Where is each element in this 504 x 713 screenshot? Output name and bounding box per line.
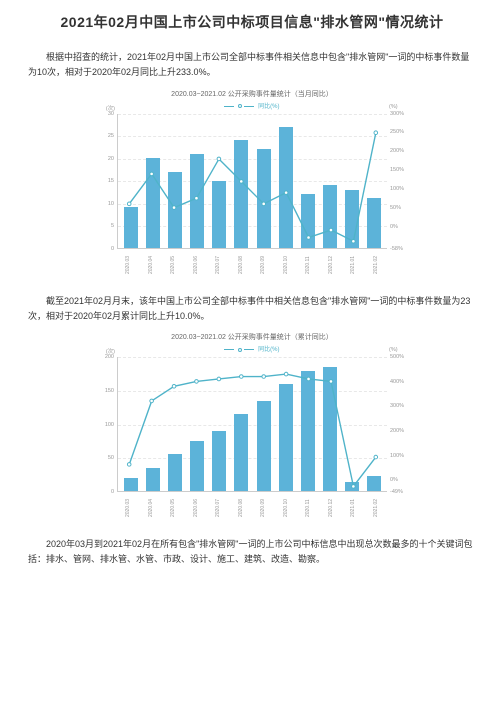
chart-1-legend-label: 同比(%) [258, 104, 279, 110]
x-tick: 2020.05 [170, 495, 176, 517]
bar [168, 454, 182, 491]
chart-2-x-axis: 2020.03 2020.04 2020.05 2020.06 2020.07 2020.… [117, 495, 387, 517]
y-right-tick: 300% [390, 403, 404, 409]
y-left-tick: 15 [108, 178, 114, 184]
chart-2-y-right: (%) -49%0%100%200%300%400%500% [387, 357, 407, 492]
y-right-tick: 100% [390, 186, 404, 192]
y-left-tick: 100 [105, 422, 114, 428]
chart-1-y-left: (次) 051015202530 [97, 114, 117, 249]
bar [345, 190, 359, 248]
bar [212, 181, 226, 248]
y-left-tick: 30 [108, 111, 114, 117]
chart-2-title: 2020.03~2021.02 公开采购事件量统计（累计同比） [97, 332, 407, 342]
x-tick: 2020.10 [283, 252, 289, 274]
x-tick: 2020.06 [193, 252, 199, 274]
intro-paragraph-1: 根据中招查的统计，2021年02月中国上市公司全部中标事件相关信息中包含"排水管… [28, 50, 476, 81]
bar [168, 172, 182, 248]
chart-1-right-unit: (%) [389, 104, 398, 110]
x-tick: 2020.05 [170, 252, 176, 274]
bar [234, 140, 248, 247]
y-right-tick: 100% [390, 453, 404, 459]
x-tick: 2020.03 [125, 495, 131, 517]
x-tick: 2021.01 [350, 252, 356, 274]
x-tick: 2020.07 [215, 495, 221, 517]
x-tick: 2020.12 [328, 252, 334, 274]
x-tick: 2021.02 [373, 495, 379, 517]
bar [367, 198, 381, 247]
x-tick: 2020.08 [238, 252, 244, 274]
bar [146, 468, 160, 491]
x-tick: 2020.12 [328, 495, 334, 517]
bar [190, 154, 204, 248]
y-left-tick: 0 [111, 246, 114, 252]
bar [257, 149, 271, 247]
x-tick: 2020.11 [305, 252, 311, 274]
x-tick: 2020.10 [283, 495, 289, 517]
y-left-tick: 25 [108, 133, 114, 139]
y-right-tick: 500% [390, 354, 404, 360]
chart-1-plot [117, 114, 387, 249]
bar [301, 194, 315, 248]
chart-1-legend: 同比(%) [97, 101, 407, 110]
intro-paragraph-3: 2020年03月到2021年02月在所有包含"排水管网"一词的上市公司中标信息中… [28, 537, 476, 568]
x-tick: 2020.09 [260, 495, 266, 517]
y-left-tick: 150 [105, 388, 114, 394]
bar [257, 401, 271, 491]
bar [212, 431, 226, 491]
bar [124, 478, 138, 491]
y-left-tick: 5 [111, 223, 114, 229]
y-right-tick: -58% [390, 246, 403, 252]
y-right-tick: 300% [390, 111, 404, 117]
x-tick: 2021.01 [350, 495, 356, 517]
chart-1: 2020.03~2021.02 公开采购事件量统计（当月同比） 同比(%) (次… [97, 89, 407, 274]
chart-2-y-left: (次) 050100150200 [97, 357, 117, 492]
y-right-tick: 200% [390, 428, 404, 434]
y-right-tick: 400% [390, 379, 404, 385]
y-right-tick: 0% [390, 477, 398, 483]
x-tick: 2020.06 [193, 495, 199, 517]
y-right-tick: 150% [390, 167, 404, 173]
x-tick: 2020.07 [215, 252, 221, 274]
bar [323, 367, 337, 491]
bar [301, 371, 315, 492]
x-tick: 2020.04 [148, 252, 154, 274]
chart-1-x-axis: 2020.03 2020.04 2020.05 2020.06 2020.07 2020.… [117, 252, 387, 274]
y-right-tick: 200% [390, 148, 404, 154]
x-tick: 2020.08 [238, 495, 244, 517]
x-tick: 2021.02 [373, 252, 379, 274]
y-right-tick: 0% [390, 224, 398, 230]
chart-2-legend-label: 同比(%) [258, 347, 279, 353]
bar [279, 127, 293, 248]
y-left-tick: 200 [105, 354, 114, 360]
bar [146, 158, 160, 247]
y-right-tick: -49% [390, 489, 403, 495]
bar [279, 384, 293, 491]
y-right-tick: 250% [390, 129, 404, 135]
y-left-tick: 50 [108, 455, 114, 461]
chart-2-legend: 同比(%) [97, 344, 407, 353]
bar [367, 476, 381, 491]
chart-1-y-right: (%) -58%0%50%100%150%200%250%300% [387, 114, 407, 249]
page-title: 2021年02月中国上市公司中标项目信息"排水管网"情况统计 [28, 12, 476, 32]
x-tick: 2020.09 [260, 252, 266, 274]
bar [323, 185, 337, 248]
x-tick: 2020.03 [125, 252, 131, 274]
chart-1-title: 2020.03~2021.02 公开采购事件量统计（当月同比） [97, 89, 407, 99]
x-tick: 2020.11 [305, 495, 311, 517]
x-tick: 2020.04 [148, 495, 154, 517]
y-right-tick: 50% [390, 205, 401, 211]
chart-2-right-unit: (%) [389, 347, 398, 353]
y-left-tick: 10 [108, 201, 114, 207]
bar [190, 441, 204, 491]
y-left-tick: 20 [108, 156, 114, 162]
chart-2: 2020.03~2021.02 公开采购事件量统计（累计同比） 同比(%) (次… [97, 332, 407, 517]
chart-2-plot [117, 357, 387, 492]
bar [345, 482, 359, 491]
bar [234, 414, 248, 491]
intro-paragraph-2: 截至2021年02月月末，该年中国上市公司全部中标事件中相关信息包含"排水管网"… [28, 294, 476, 325]
bar [124, 207, 138, 247]
y-left-tick: 0 [111, 489, 114, 495]
